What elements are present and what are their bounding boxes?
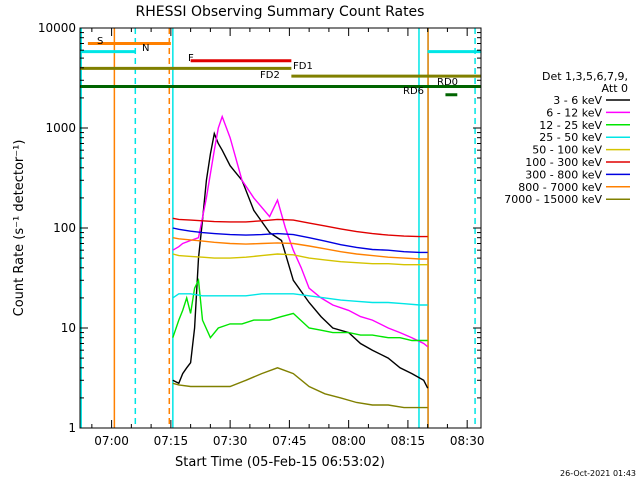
y-tick-label: 100 bbox=[53, 221, 76, 235]
series-line-8 bbox=[172, 367, 428, 409]
series-line-4 bbox=[172, 253, 428, 266]
series-line-3 bbox=[172, 293, 428, 306]
y-tick-label: 1 bbox=[68, 421, 76, 435]
series-line-6 bbox=[172, 227, 428, 254]
span-label-rd6: RD6 bbox=[403, 86, 424, 97]
span-label-rd0: RD0 bbox=[437, 77, 458, 88]
y-axis-label: Count Rate (s⁻¹ detector⁻¹) bbox=[12, 140, 27, 317]
legend-title-line2: Att 0 bbox=[602, 82, 628, 95]
legend-label: 300 - 800 keV bbox=[525, 168, 602, 181]
x-tick-label: 08:30 bbox=[450, 434, 485, 448]
x-tick-label: 08:15 bbox=[391, 434, 426, 448]
x-tick-label: 07:30 bbox=[213, 434, 248, 448]
series-line-5 bbox=[172, 217, 428, 238]
series-line-2 bbox=[172, 277, 428, 342]
span-label-s: S bbox=[97, 36, 103, 47]
span-label-f: F bbox=[188, 53, 194, 64]
x-tick-label: 08:00 bbox=[331, 434, 366, 448]
legend-label: 12 - 25 keV bbox=[539, 119, 602, 132]
span-label-n: N bbox=[142, 43, 149, 54]
legend-label: 3 - 6 keV bbox=[553, 94, 602, 107]
y-tick-label: 10000 bbox=[38, 21, 76, 35]
span-label-fd2: FD2 bbox=[260, 70, 280, 81]
series-line-7 bbox=[172, 237, 428, 260]
x-axis-label: Start Time (05-Feb-15 06:53:02) bbox=[175, 455, 385, 470]
span-label-fd1: FD1 bbox=[293, 61, 313, 72]
chart-title: RHESSI Observing Summary Count Rates bbox=[136, 4, 425, 20]
legend-label: 50 - 100 keV bbox=[532, 144, 602, 157]
y-tick-label: 1000 bbox=[45, 121, 76, 135]
x-tick-label: 07:00 bbox=[94, 434, 129, 448]
series-line-1 bbox=[172, 114, 429, 348]
legend-label: 800 - 7000 keV bbox=[518, 181, 602, 194]
x-tick-label: 07:15 bbox=[154, 434, 189, 448]
legend-title-line1: Det 1,3,5,6,7,9, bbox=[542, 70, 628, 83]
legend-label: 100 - 300 keV bbox=[525, 156, 602, 169]
series-line-0 bbox=[172, 131, 429, 389]
x-tick-label: 07:45 bbox=[272, 434, 307, 448]
y-tick-label: 10 bbox=[61, 321, 76, 335]
legend-label: 25 - 50 keV bbox=[539, 131, 602, 144]
footer-timestamp: 26-Oct-2021 01:43 bbox=[560, 469, 636, 478]
legend-label: 7000 - 15000 keV bbox=[504, 193, 602, 206]
legend-label: 6 - 12 keV bbox=[546, 106, 602, 119]
